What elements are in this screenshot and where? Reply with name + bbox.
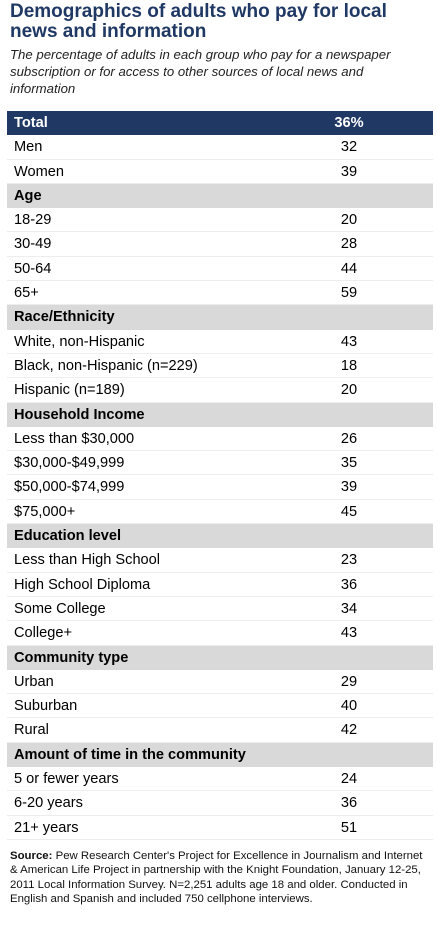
row-label: $30,000-$49,999 [14, 455, 125, 472]
row-value: 18 [340, 357, 358, 374]
row-value: 29 [340, 673, 358, 690]
row-label: 5 or fewer years [14, 771, 119, 788]
table-row: Some College 34 [7, 597, 433, 622]
row-label: Hispanic (n=189) [14, 382, 125, 399]
source-label: Source: [10, 850, 53, 862]
table-row: White, non-Hispanic 43 [7, 330, 433, 354]
source-text: Pew Research Center's Project for Excell… [10, 850, 423, 906]
row-value: 20 [340, 382, 358, 399]
table-row: College+ 43 [7, 621, 433, 646]
table-row: $75,000+ 45 [7, 500, 433, 525]
table-row: Rural 42 [7, 718, 433, 743]
section-header-row: Education level [7, 524, 433, 549]
table-row: Suburban 40 [7, 694, 433, 719]
row-value: 36% [334, 115, 364, 131]
section-label: Household Income [14, 406, 145, 423]
row-label: College+ [14, 625, 73, 642]
row-value: 51 [340, 819, 358, 836]
row-value: 43 [340, 333, 358, 350]
row-value: 20 [340, 212, 358, 229]
row-value: 34 [340, 600, 358, 617]
row-label: 30-49 [14, 236, 52, 253]
data-table: Total 36% Men 32 Women 39 Age 18-29 20 30-49 28 50-… [7, 111, 433, 840]
section-label: Community type [14, 649, 129, 666]
table-row: Less than High School 23 [7, 548, 433, 573]
chart-subtitle: The percentage of adults in each group w… [10, 47, 391, 96]
table-row: $50,000-$74,999 39 [7, 475, 433, 500]
row-label: Black, non-Hispanic (n=229) [14, 357, 198, 374]
row-value: 59 [340, 285, 358, 302]
table-row: 6-20 years 36 [7, 791, 433, 816]
table-row: 30-49 28 [7, 232, 433, 257]
row-value: 40 [340, 698, 358, 715]
chart-title: Demographics of adults who pay for local… [10, 1, 387, 42]
section-header-row: Age [7, 183, 433, 209]
row-label: 50-64 [14, 260, 52, 277]
row-value: 26 [340, 430, 358, 447]
row-value: 45 [340, 503, 358, 520]
row-value: 39 [340, 163, 358, 180]
row-value: 36 [340, 795, 358, 812]
row-label: Suburban [14, 698, 78, 715]
row-value: 36 [340, 576, 358, 593]
row-label: 21+ years [14, 819, 79, 836]
row-label: 65+ [14, 285, 39, 302]
section-header-row: Household Income [7, 402, 433, 427]
row-label: Rural [14, 722, 49, 739]
section-header-row: Community type [7, 645, 433, 670]
table-row: 18-29 20 [7, 208, 433, 233]
row-value: 23 [340, 552, 358, 569]
section-label: Race/Ethnicity [14, 309, 115, 326]
row-label: Urban [14, 673, 54, 690]
section-label: Education level [14, 528, 122, 545]
row-value: 32 [340, 139, 358, 156]
row-value: 35 [340, 455, 358, 472]
row-value: 24 [340, 771, 358, 788]
section-header-row: Amount of time in the community [7, 742, 433, 768]
table-row: 21+ years 51 [7, 816, 433, 840]
row-value: 42 [340, 722, 358, 739]
table-row: Hispanic (n=189) 20 [7, 378, 433, 403]
row-value: 43 [340, 625, 358, 642]
table-row: 65+ 59 [7, 281, 433, 306]
row-label: Total [14, 115, 48, 131]
total-row: Total 36% [7, 111, 433, 136]
row-label: Less than High School [14, 552, 161, 569]
row-label: Women [14, 163, 65, 180]
row-label: Men [14, 139, 43, 156]
row-label: 18-29 [14, 212, 52, 229]
source-note: Source: Pew Research Center's Project fo… [10, 849, 430, 907]
table-row: Women 39 [7, 160, 433, 184]
table-row: Black, non-Hispanic (n=229) 18 [7, 354, 433, 379]
row-label: $75,000+ [14, 503, 76, 520]
row-label: High School Diploma [14, 576, 151, 593]
section-label: Age [14, 187, 42, 204]
row-value: 28 [340, 236, 358, 253]
table-row: Urban 29 [7, 670, 433, 695]
section-label: Amount of time in the community [14, 746, 246, 763]
row-value: 44 [340, 260, 358, 277]
row-label: $50,000-$74,999 [14, 479, 125, 496]
table-row: High School Diploma 36 [7, 573, 433, 597]
row-label: Some College [14, 600, 106, 617]
row-label: Less than $30,000 [14, 430, 135, 447]
table-row: $30,000-$49,999 35 [7, 451, 433, 476]
row-value: 39 [340, 479, 358, 496]
table-row: 5 or fewer years 24 [7, 767, 433, 792]
row-label: White, non-Hispanic [14, 333, 145, 350]
table-row: Less than $30,000 26 [7, 427, 433, 452]
table-row: Men 32 [7, 135, 433, 160]
row-label: 6-20 years [14, 795, 83, 812]
section-header-row: Race/Ethnicity [7, 305, 433, 330]
table-row: 50-64 44 [7, 257, 433, 282]
